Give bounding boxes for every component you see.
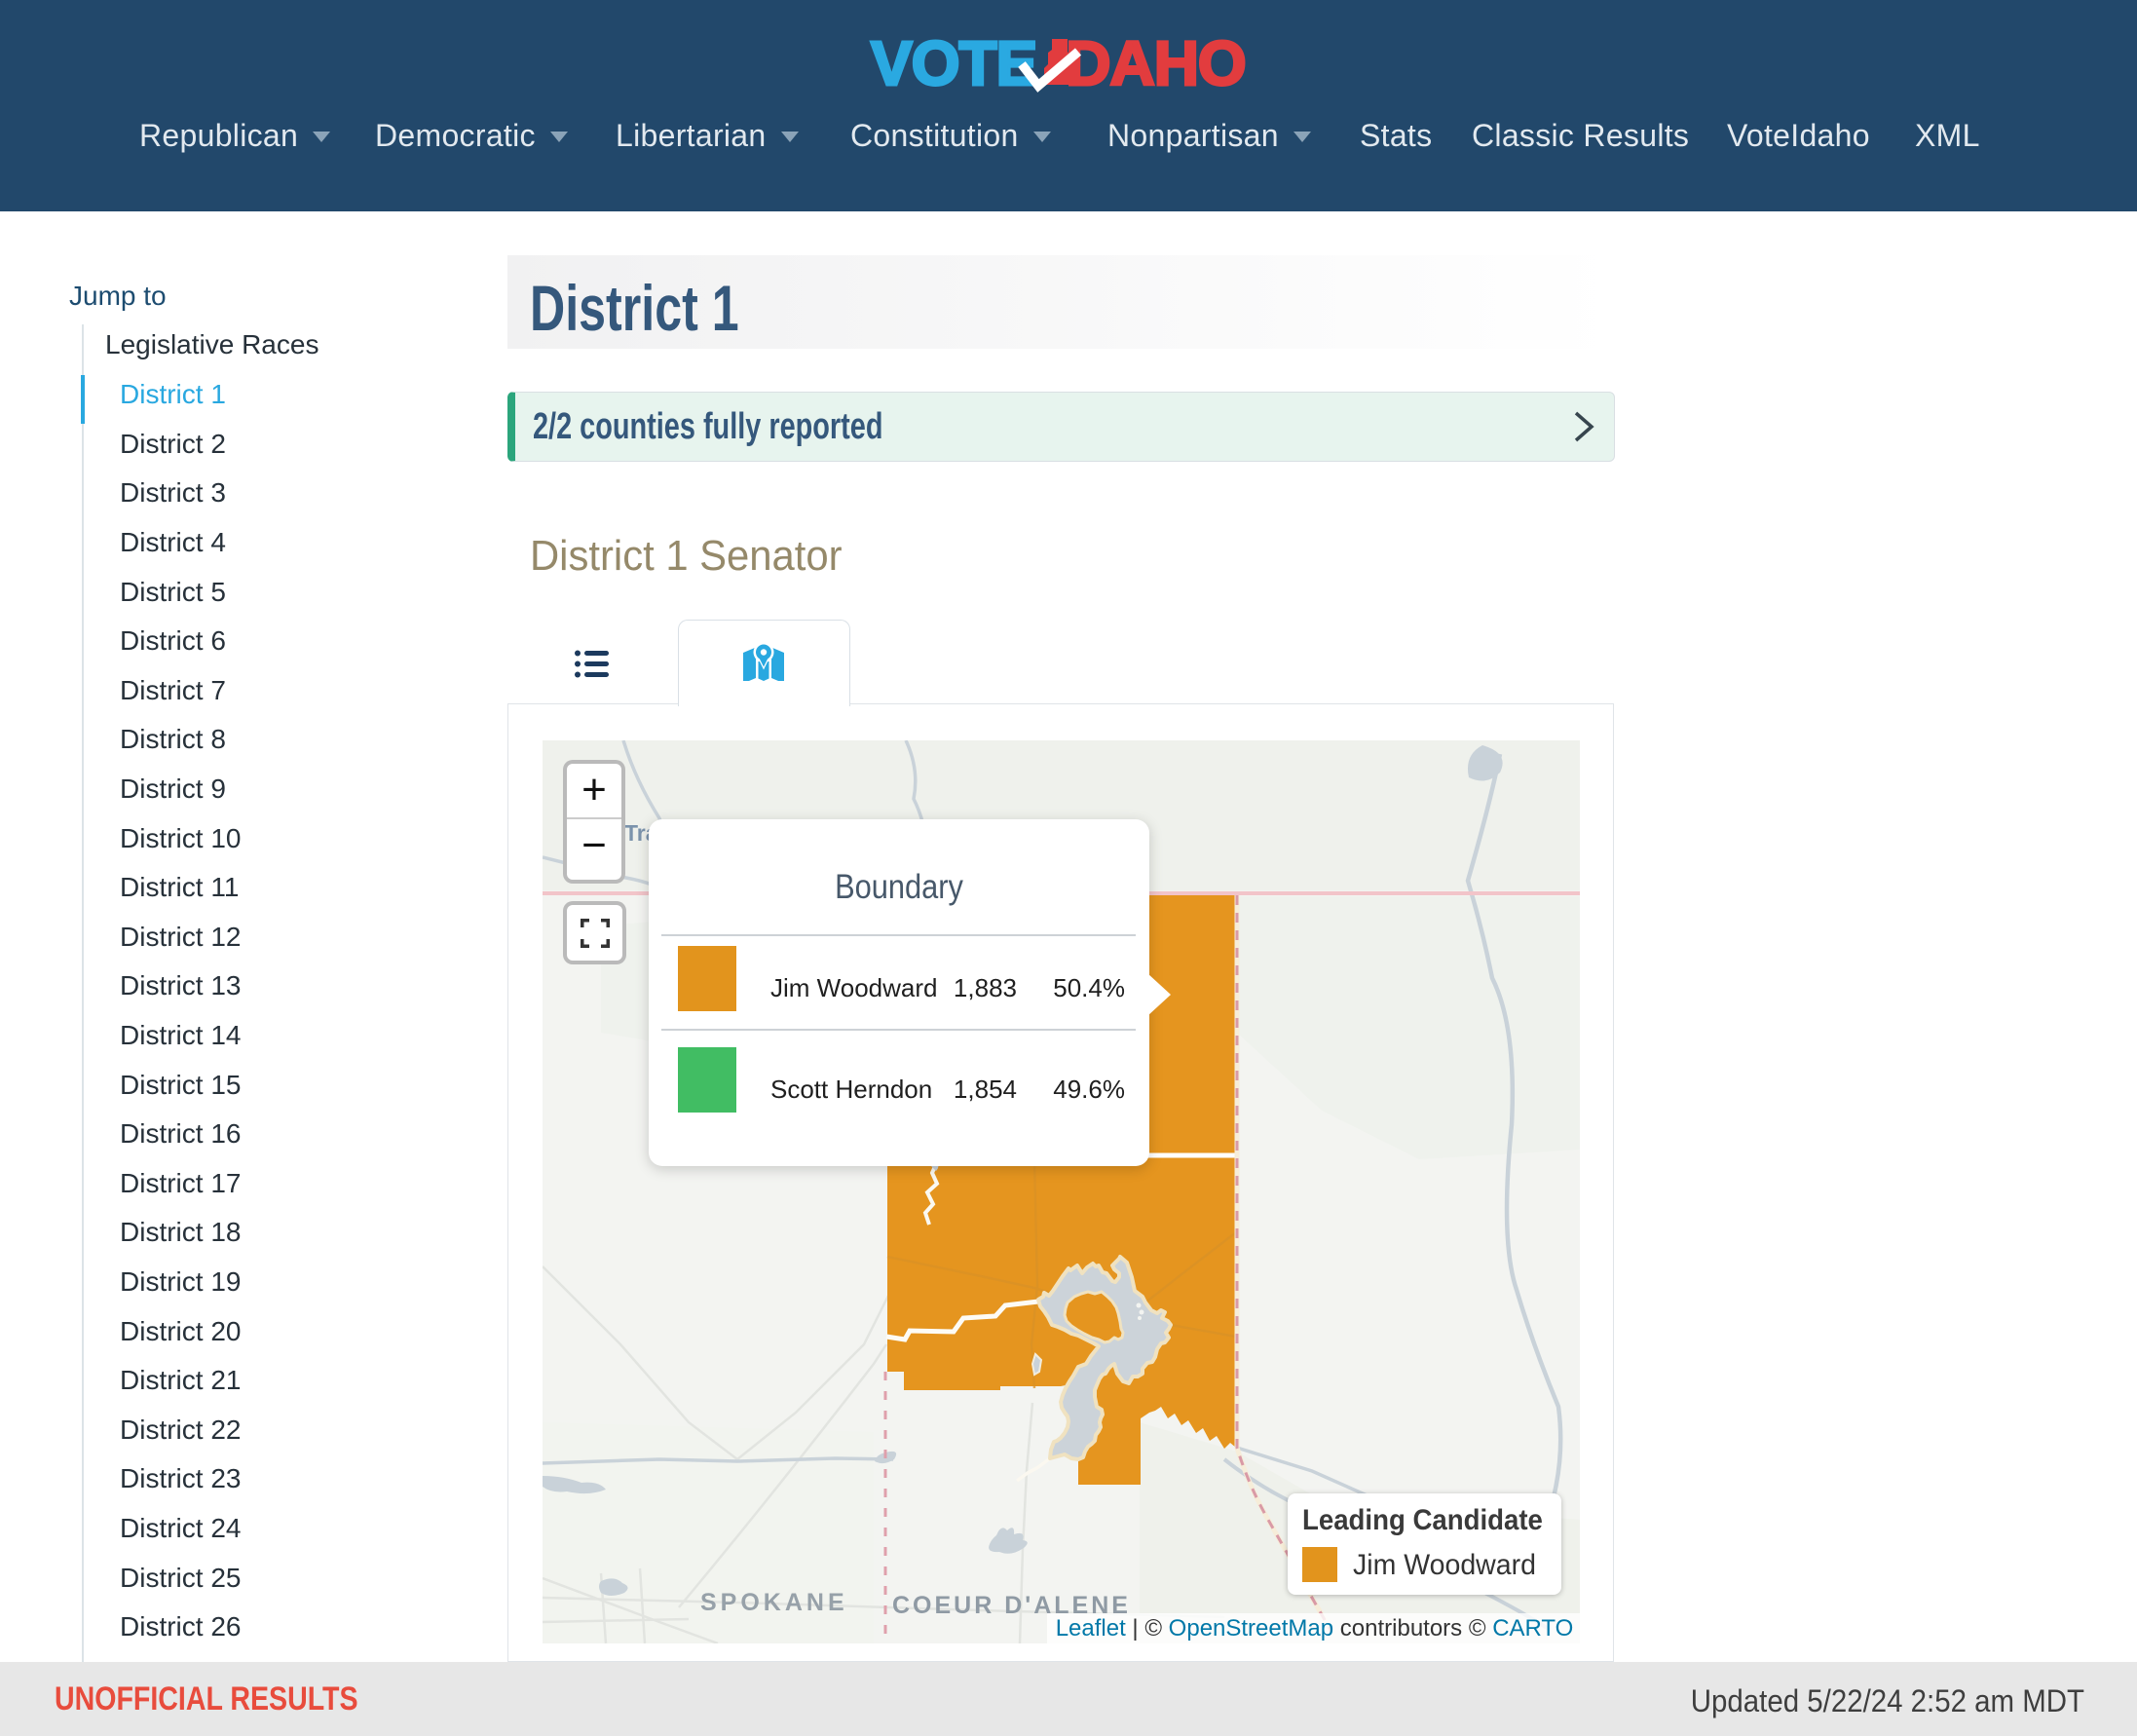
svg-text:SPOKANE: SPOKANE — [700, 1589, 848, 1616]
